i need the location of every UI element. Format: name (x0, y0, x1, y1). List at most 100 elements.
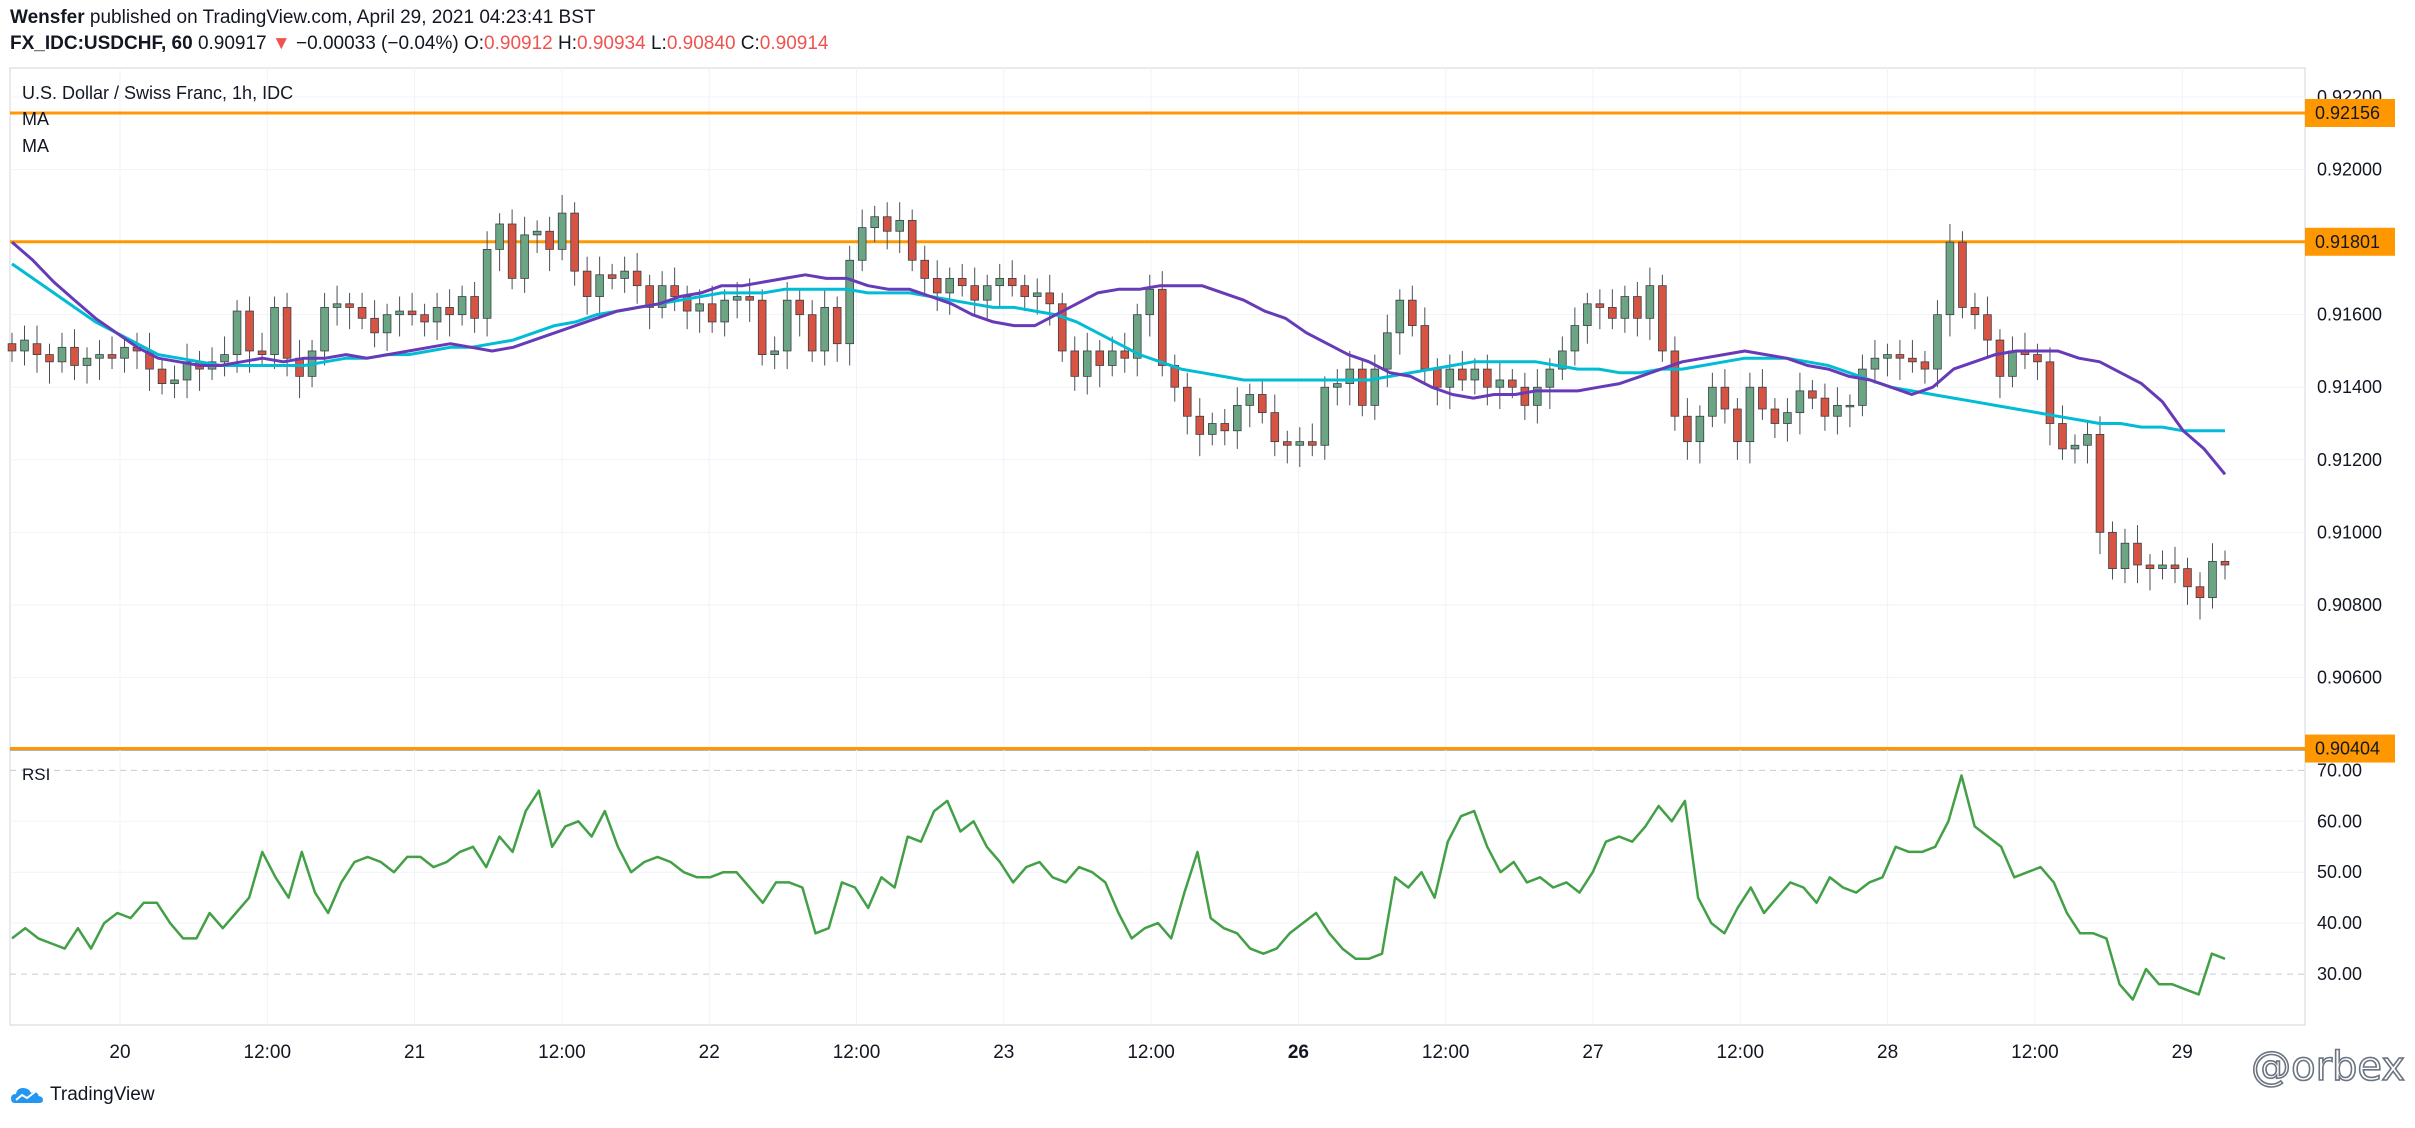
candle-body (445, 307, 454, 316)
candle-body (1620, 296, 1630, 319)
candle-body (982, 285, 992, 301)
x-tick-label: 29 (2172, 1042, 2193, 1063)
candle-body (357, 307, 367, 319)
candle-body (320, 307, 329, 352)
tradingview-brand[interactable]: TradingView (10, 1084, 155, 1106)
x-tick-label: 22 (699, 1042, 720, 1063)
candle-body (1433, 368, 1442, 388)
candle-body (270, 307, 279, 355)
candle-body (1107, 350, 1117, 366)
candle-body (870, 216, 879, 229)
candle-body (520, 234, 529, 279)
candle-body (107, 354, 117, 359)
candle-body (1708, 386, 1717, 417)
candle-body (245, 310, 254, 352)
level-price-tag (2305, 98, 2395, 127)
candle-body (1770, 408, 1780, 424)
candle-body (720, 299, 729, 323)
x-tick-label: 21 (404, 1042, 425, 1063)
rsi-legend[interactable]: RSI (22, 765, 51, 784)
x-tick-label: 23 (993, 1042, 1014, 1063)
candle-body (1132, 314, 1142, 359)
candle-body (1420, 325, 1430, 370)
candle-body (2045, 361, 2055, 424)
candle-body (1570, 325, 1580, 352)
candle-body (1720, 386, 1730, 410)
candle-body (632, 270, 642, 287)
candle-body (1057, 303, 1067, 352)
x-tick-label: 12:00 (1717, 1042, 1765, 1063)
level-price-tag (2305, 734, 2395, 763)
candle-body (1182, 386, 1192, 417)
candle-body (1070, 350, 1080, 377)
candle-body (1445, 368, 1455, 388)
candle-body (1157, 288, 1167, 366)
rsi-tick-label: 40.00 (2317, 913, 2362, 933)
candle-body (857, 227, 867, 261)
plot-frame (9, 67, 2306, 1026)
candle-body (2145, 564, 2155, 570)
candle-body (645, 285, 654, 308)
candle-body (745, 296, 754, 301)
ma-legend-2[interactable]: MA (22, 136, 49, 156)
candle-body (1583, 303, 1592, 326)
candle-body (2133, 542, 2142, 566)
candle-body (1733, 408, 1742, 443)
candle-body (1695, 415, 1705, 443)
candle-body (1508, 379, 1517, 388)
candle-body (495, 223, 504, 250)
candle-body (620, 270, 629, 279)
ma-legend-1[interactable]: MA (22, 109, 49, 129)
candle-body (2033, 354, 2042, 363)
rsi-line (11, 774, 2226, 1001)
candle-body (1007, 278, 1017, 287)
candle-body (2008, 350, 2017, 377)
candle-body (1320, 386, 1330, 446)
candle-body (1395, 299, 1405, 334)
candle-body (1658, 285, 1667, 352)
candle-body (45, 354, 54, 363)
candle-body (1520, 386, 1530, 406)
rsi-tick-label: 70.00 (2317, 760, 2362, 780)
x-tick-label: 12:00 (833, 1042, 881, 1063)
candle-body (2120, 542, 2130, 570)
price-tick-label: 0.91000 (2317, 522, 2382, 542)
candle-body (695, 303, 704, 312)
candle-body (820, 307, 829, 352)
last-price: 0.90917 (197, 33, 267, 54)
candle-body (1945, 241, 1955, 316)
candle-body (895, 219, 904, 232)
candle-body (20, 339, 29, 352)
candle-body (932, 278, 942, 294)
candle-body (532, 230, 542, 236)
candle-body (1933, 314, 1942, 370)
candle-body (1383, 332, 1392, 370)
published-text: published on TradingView.com, April 29, … (89, 7, 596, 28)
candle-body (1020, 285, 1030, 297)
candle-body (882, 216, 892, 232)
candle-body (1458, 368, 1467, 381)
close-value: 0.90914 (759, 33, 829, 54)
candle-body (2220, 560, 2230, 566)
candle-body (1333, 383, 1342, 388)
author-name[interactable]: Wensfer (10, 7, 85, 28)
candle-body (395, 310, 404, 316)
x-tick-label: 12:00 (538, 1042, 586, 1063)
price-tick-label: 0.91600 (2317, 305, 2382, 325)
candle-body (1483, 368, 1492, 388)
brand-name: TradingView (50, 1084, 155, 1105)
candle-body (907, 219, 917, 261)
candle-body (1683, 415, 1692, 443)
x-tick-label: 27 (1582, 1042, 1603, 1063)
candle-body (1120, 350, 1130, 359)
level-price-tag (2305, 227, 2395, 256)
publish-info: Wensfer published on TradingView.com, Ap… (10, 6, 596, 30)
x-tick-label: 28 (1877, 1042, 1898, 1063)
candle-body (2095, 433, 2105, 533)
candle-body (920, 259, 929, 279)
candle-body (1308, 441, 1317, 446)
candle-body (1983, 314, 1992, 341)
candle-body (1283, 441, 1292, 446)
candle-body (370, 317, 379, 334)
